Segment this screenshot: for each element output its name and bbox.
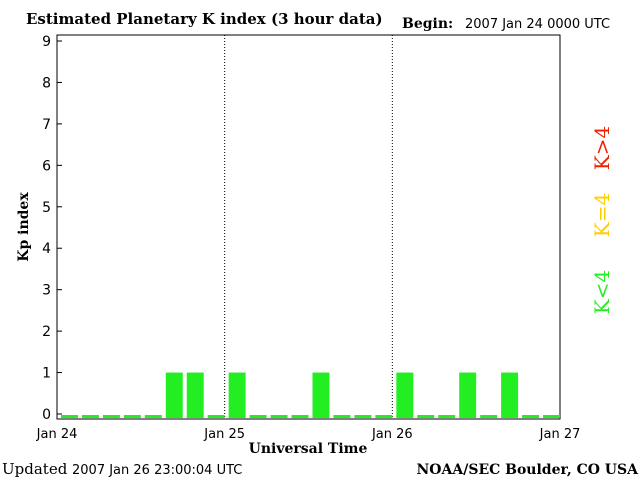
y-tick-label: 3 <box>42 283 51 299</box>
x-tick-label: Jan 25 <box>203 427 245 442</box>
kp-bar <box>81 415 99 418</box>
kp-bar <box>144 415 162 418</box>
source-credit: NOAA/SEC Boulder, CO USA <box>417 462 640 478</box>
day-separators <box>224 35 393 419</box>
kp-bar <box>165 372 183 418</box>
x-tick-label: Jan 24 <box>36 427 78 442</box>
chart-title: Estimated Planetary K index (3 hour data… <box>26 10 383 28</box>
legend-k-greater-4: K>4 <box>590 126 614 170</box>
kp-bar <box>438 415 456 418</box>
kp-bar <box>291 415 309 418</box>
x-tick-label: Jan 27 <box>539 427 581 442</box>
kp-bars <box>61 372 560 418</box>
y-axis-label: Kp index <box>16 192 32 262</box>
y-tick-label: 0 <box>42 407 51 423</box>
legend-k-less-4: K<4 <box>590 270 614 314</box>
kp-bar <box>228 372 246 418</box>
kp-bar <box>333 415 351 418</box>
updated-label: Updated <box>2 460 68 478</box>
y-tick-label: 7 <box>42 117 51 133</box>
plot-frame <box>56 34 561 420</box>
kp-bar <box>270 415 288 418</box>
kp-bar <box>207 415 225 418</box>
y-tick-label: 9 <box>42 34 51 50</box>
kp-bar <box>249 415 267 418</box>
y-tick-label: 4 <box>42 241 51 257</box>
kp-bar <box>459 372 477 418</box>
kp-bar <box>123 415 141 418</box>
y-tick-label: 6 <box>42 158 51 174</box>
kp-bar <box>501 372 519 418</box>
x-axis-ticks: Jan 24 Jan 25 Jan 26 Jan 27 <box>36 427 581 442</box>
begin-label: Begin: <box>402 16 453 32</box>
updated-value: 2007 Jan 26 23:00:04 UTC <box>72 463 242 478</box>
kp-bar <box>480 415 498 418</box>
kp-bar <box>61 415 78 418</box>
begin-value: 2007 Jan 24 0000 UTC <box>465 17 610 32</box>
kp-bar <box>396 372 414 418</box>
y-tick-label: 2 <box>42 324 51 340</box>
y-tick-label: 8 <box>42 75 51 91</box>
kp-bar <box>312 372 330 418</box>
kp-bar <box>543 415 560 418</box>
legend-k-equal-4: K=4 <box>590 193 614 237</box>
kp-bar <box>102 415 120 418</box>
x-axis-label: Universal Time <box>249 441 368 457</box>
kp-bar <box>375 415 393 418</box>
kp-bar <box>417 415 435 418</box>
y-axis-ticks: 0 1 2 3 4 5 6 7 8 9 <box>42 34 62 423</box>
kp-bar <box>522 415 540 418</box>
kp-bar <box>354 415 372 418</box>
y-tick-label: 5 <box>42 200 51 216</box>
kp-bar <box>186 372 204 418</box>
x-tick-label: Jan 26 <box>371 427 413 442</box>
y-tick-label: 1 <box>42 366 51 382</box>
